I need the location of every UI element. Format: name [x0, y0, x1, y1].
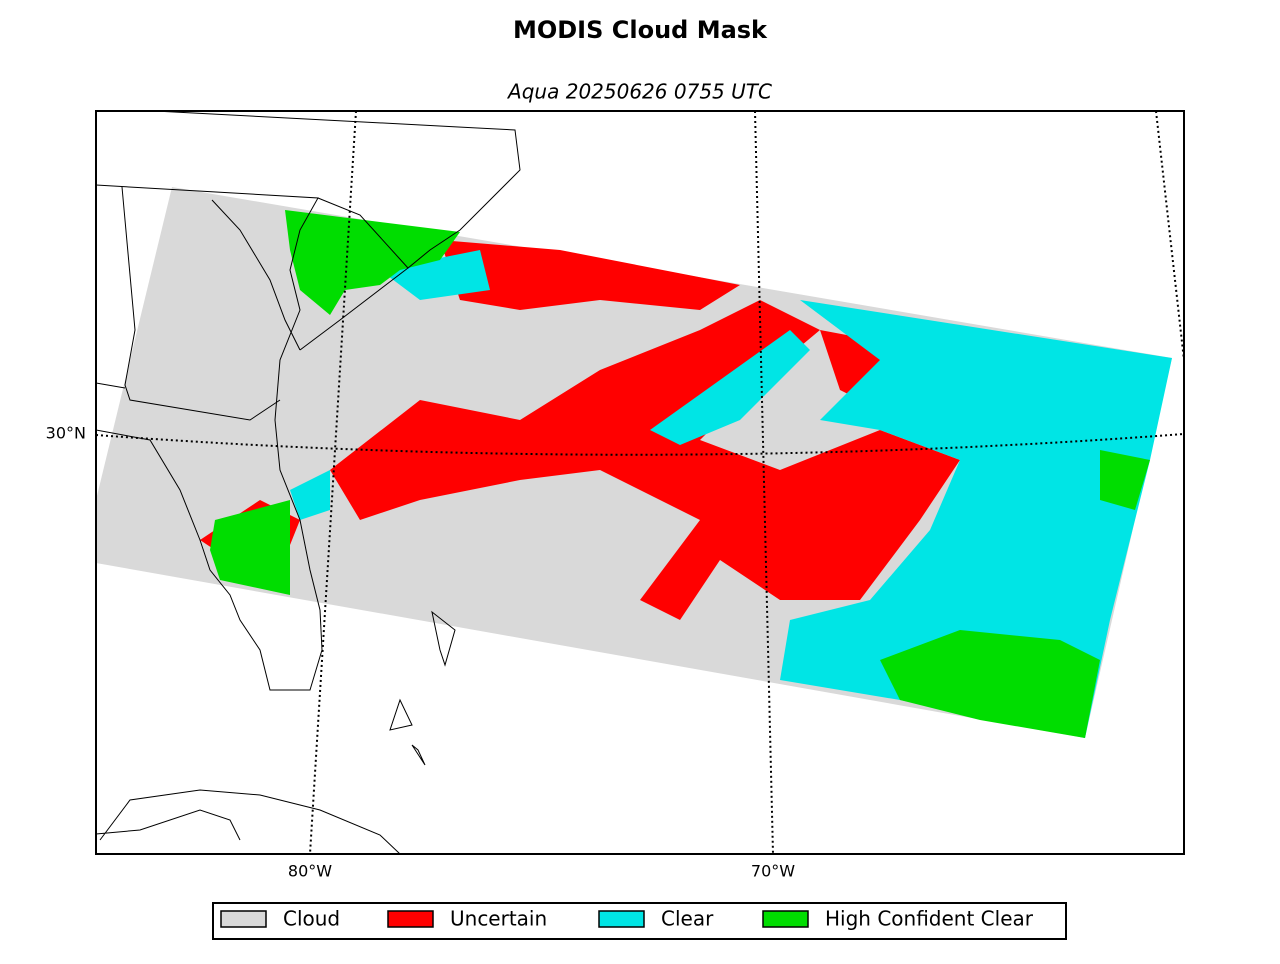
- legend-swatch: [762, 910, 809, 928]
- meridian: [309, 111, 357, 854]
- map-frame: [95, 110, 1185, 855]
- legend-swatch: [387, 910, 434, 928]
- lon-label: 70°W: [751, 862, 795, 881]
- region-high-clear: [880, 630, 1100, 738]
- region-high-clear: [1100, 450, 1150, 510]
- legend-label: Uncertain: [450, 907, 547, 931]
- region-clear: [780, 300, 1172, 738]
- legend-label: Cloud: [283, 907, 340, 931]
- region-clear: [380, 250, 490, 300]
- lat-label: 30°N: [46, 424, 86, 443]
- subtitle: Aqua 20250626 0755 UTC: [506, 80, 772, 104]
- island: [389, 610, 456, 766]
- state-border: [299, 267, 409, 351]
- map-area: [96, 111, 1184, 854]
- region-high-clear: [285, 210, 460, 315]
- legend: Cloud Uncertain Clear High Confident Clear: [220, 907, 1034, 931]
- region-clear: [650, 330, 810, 445]
- parallel: [96, 433, 1184, 456]
- meridian: [754, 111, 774, 854]
- region-high-clear: [210, 500, 290, 595]
- coastline: [154, 111, 521, 269]
- coastline: [96, 184, 323, 691]
- legend-label: High Confident Clear: [825, 907, 1034, 931]
- region-uncertain: [440, 240, 740, 310]
- legend-swatch: [220, 910, 267, 928]
- region-clear: [290, 470, 330, 520]
- region-uncertain: [330, 300, 960, 620]
- lon-label: 80°W: [288, 862, 332, 881]
- title: MODIS Cloud Mask: [513, 16, 768, 44]
- legend-label: Clear: [661, 907, 714, 931]
- state-border: [96, 186, 301, 421]
- coastline: [96, 789, 401, 854]
- meridian: [1155, 111, 1184, 361]
- legend-swatch: [598, 910, 645, 928]
